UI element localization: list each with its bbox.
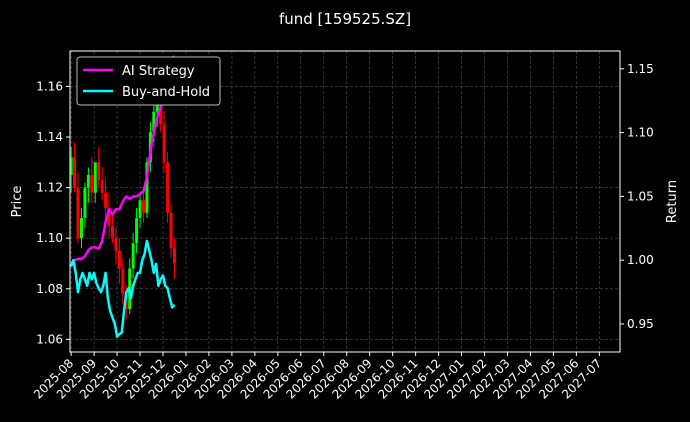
candle-body bbox=[69, 157, 73, 175]
y-right-tick-label: 1.15 bbox=[627, 62, 654, 76]
candle-body bbox=[73, 157, 77, 188]
candle-body bbox=[162, 124, 166, 163]
candle-body bbox=[107, 207, 111, 226]
y-left-tick-label: 1.12 bbox=[36, 181, 63, 195]
series-line-buy-and-hold bbox=[69, 239, 176, 338]
candle-body bbox=[90, 174, 94, 193]
candle-body bbox=[152, 111, 156, 132]
candle-body bbox=[79, 217, 83, 239]
candle-body bbox=[172, 248, 176, 264]
candle-body bbox=[83, 187, 87, 218]
y-axis-right: 0.95 1.00 1.05 1.10 1.15 bbox=[620, 62, 654, 331]
candle-body bbox=[138, 200, 142, 218]
candle-body bbox=[86, 174, 90, 188]
chart-title: fund [159525.SZ] bbox=[279, 10, 411, 28]
y-right-tick-label: 1.00 bbox=[627, 253, 654, 267]
candle-body bbox=[110, 225, 114, 239]
candle-body bbox=[166, 162, 170, 213]
series-lines bbox=[69, 55, 176, 338]
y-axis-right-label: Return bbox=[665, 180, 680, 223]
y-axis-left-label: Price bbox=[10, 186, 25, 218]
y-right-tick-label: 1.05 bbox=[627, 189, 654, 203]
y-left-tick-label: 1.16 bbox=[36, 79, 63, 93]
candle-body bbox=[93, 162, 97, 193]
y-left-tick-label: 1.10 bbox=[36, 231, 63, 245]
candle-body bbox=[76, 187, 80, 239]
candle-body bbox=[131, 243, 135, 269]
legend-label-ai-strategy: AI Strategy bbox=[122, 64, 195, 79]
series-line-ai-strategy bbox=[70, 55, 176, 264]
candle-body bbox=[97, 162, 101, 180]
candle-body bbox=[114, 238, 118, 251]
candle-body bbox=[135, 217, 139, 244]
candle-body bbox=[100, 180, 104, 193]
y-right-tick-label: 1.10 bbox=[627, 126, 654, 140]
y-left-tick-label: 1.14 bbox=[36, 130, 63, 144]
y-axis-left: 1.06 1.08 1.10 1.12 1.14 1.16 bbox=[36, 79, 70, 346]
plot-frame bbox=[69, 50, 621, 353]
legend[interactable]: AI Strategy Buy-and-Hold bbox=[76, 56, 221, 106]
candle-body bbox=[169, 212, 173, 249]
candle-body bbox=[141, 200, 145, 213]
candle-body bbox=[104, 192, 108, 208]
legend-label-buy-and-hold: Buy-and-Hold bbox=[122, 85, 210, 100]
candle-body bbox=[121, 268, 125, 294]
y-left-tick-label: 1.08 bbox=[36, 282, 63, 296]
candle-body bbox=[117, 250, 121, 269]
y-left-tick-label: 1.06 bbox=[36, 332, 63, 346]
candlesticks bbox=[69, 76, 176, 320]
y-right-tick-label: 0.95 bbox=[627, 317, 654, 331]
candle-body bbox=[145, 162, 149, 213]
